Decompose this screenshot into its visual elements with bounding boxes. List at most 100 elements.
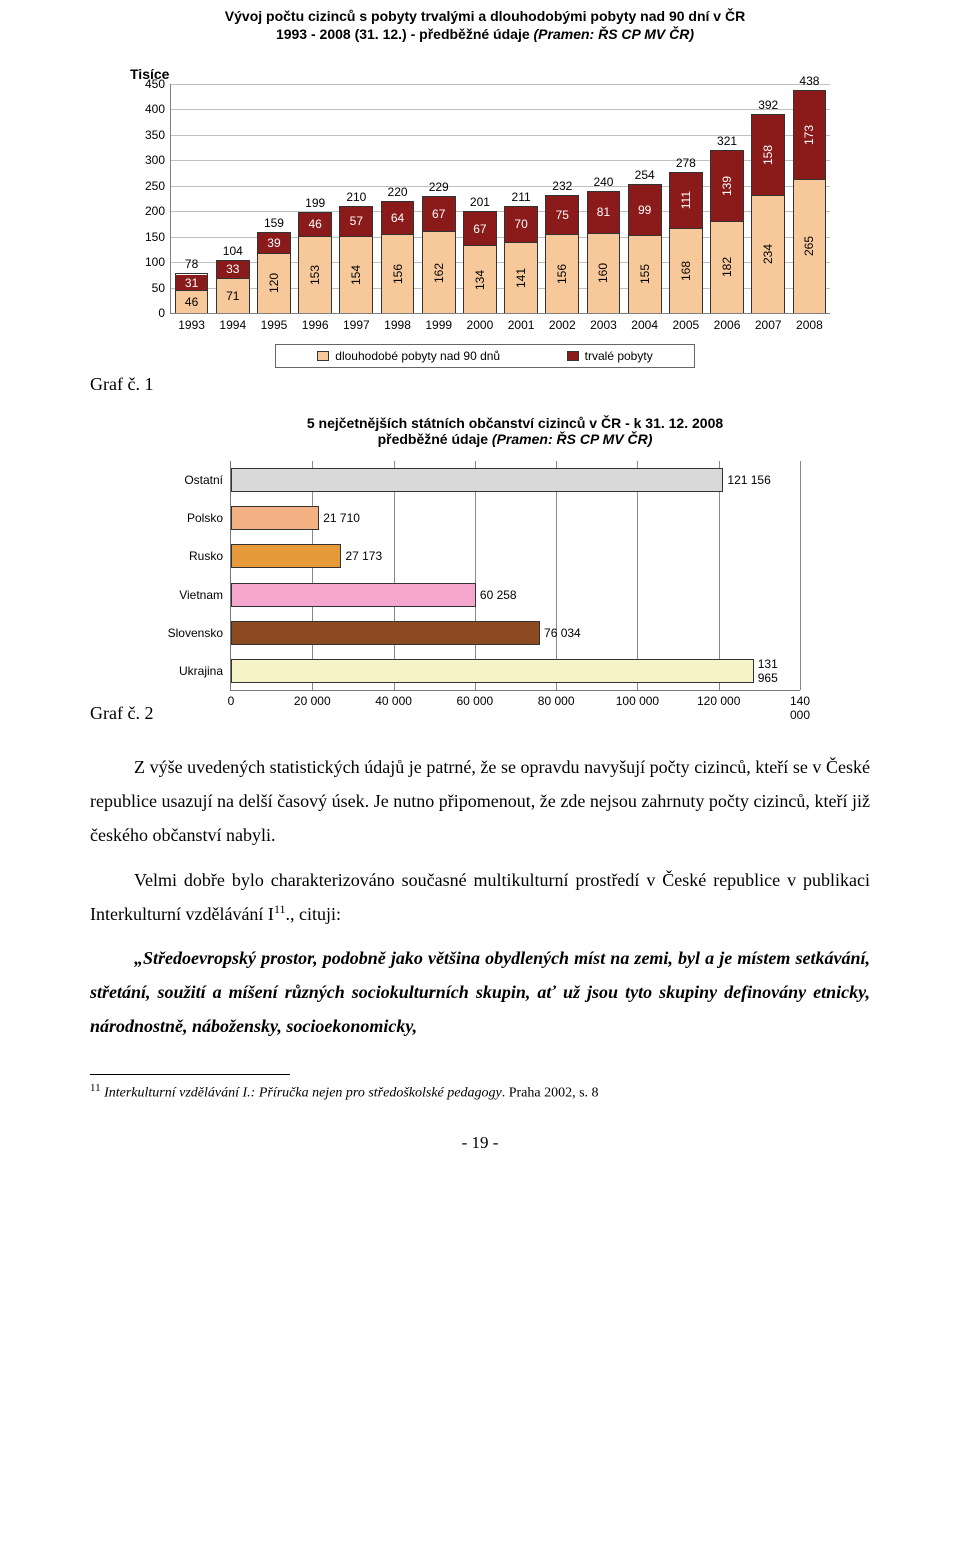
chart1-total-label: 438 xyxy=(789,74,830,90)
chart1-bar-1995: 159120391995 xyxy=(253,84,294,313)
chart1-trvale-value: 173 xyxy=(802,125,816,145)
chart2-value-label: 76 034 xyxy=(540,626,581,640)
chart1-xtick: 2000 xyxy=(459,313,500,332)
legend-item-trvale: trvalé pobyty xyxy=(567,349,653,363)
chart1-xtick: 2004 xyxy=(624,313,665,332)
chart1-trvale-value: 31 xyxy=(185,276,198,290)
chart1-total-label: 159 xyxy=(253,216,294,232)
chart2-value-label: 121 156 xyxy=(723,473,770,487)
quote-paragraph: „Středoevropský prostor, podobně jako vě… xyxy=(90,941,870,1044)
chart1-dlouho-value: 134 xyxy=(473,270,487,290)
chart1-subtitle: 1993 - 2008 (31. 12.) - předběžné údaje … xyxy=(140,26,830,42)
chart2-bar-ostatní: 121 156 xyxy=(231,468,800,492)
chart1-xtick: 2006 xyxy=(706,313,747,332)
chart2-category-vietnam: Vietnam xyxy=(179,588,231,602)
chart2-xtick: 0 xyxy=(228,690,235,708)
chart1-total-label: 229 xyxy=(418,180,459,196)
chart1-trvale-value: 70 xyxy=(514,217,527,231)
chart2-xtick: 60 000 xyxy=(456,690,493,708)
chart1-dlouho-value: 155 xyxy=(638,264,652,284)
chart1-legend: dlouhodobé pobyty nad 90 dnů trvalé pobyt… xyxy=(275,344,695,368)
chart1-trvale-value: 46 xyxy=(308,217,321,231)
chart1-xtick: 1996 xyxy=(295,313,336,332)
chart1-xtick: 1999 xyxy=(418,313,459,332)
chart1-dlouho-value: 182 xyxy=(720,257,734,277)
chart1-bar-2008: 4382651732008 xyxy=(789,84,830,313)
chart1-trvale-value: 64 xyxy=(391,211,404,225)
chart1-total-label: 104 xyxy=(212,244,253,260)
chart1-bar-2001: 211141702001 xyxy=(501,84,542,313)
chart2-value-label: 27 173 xyxy=(341,549,382,563)
chart1-trvale-value: 75 xyxy=(556,208,569,222)
paragraph-2: Velmi dobře bylo charakterizováno součas… xyxy=(90,863,870,931)
chart1-ytick: 200 xyxy=(145,204,171,218)
chart1-total-label: 240 xyxy=(583,175,624,191)
chart-1-stacked-bar: Vývoj počtu cizinců s pobyty trvalými a … xyxy=(90,0,870,368)
chart1-dlouho-value: 153 xyxy=(308,265,322,285)
chart1-xtick: 2001 xyxy=(501,313,542,332)
chart1-dlouho-value: 168 xyxy=(679,261,693,281)
chart1-bar-2004: 254155992004 xyxy=(624,84,665,313)
chart1-ytick: 300 xyxy=(145,153,171,167)
chart1-total-label: 78 xyxy=(171,257,212,273)
chart1-xtick: 2007 xyxy=(748,313,789,332)
chart1-xtick: 1995 xyxy=(253,313,294,332)
chart1-xtick: 2005 xyxy=(665,313,706,332)
chart2-value-label: 131 965 xyxy=(754,657,800,685)
chart1-bar-1997: 210154571997 xyxy=(336,84,377,313)
chart1-bar-2005: 2781681112005 xyxy=(665,84,706,313)
chart2-bar-ukrajina: 131 965 xyxy=(231,659,800,683)
chart2-value-label: 60 258 xyxy=(476,588,517,602)
chart2-value-label: 21 710 xyxy=(319,511,360,525)
chart2-xtick: 120 000 xyxy=(697,690,740,708)
chart1-ytick: 0 xyxy=(158,306,171,320)
chart1-bar-2000: 201134672000 xyxy=(459,84,500,313)
chart1-total-label: 232 xyxy=(542,179,583,195)
chart1-dlouho-value: 154 xyxy=(349,265,363,285)
chart1-bar-1994: 10471331994 xyxy=(212,84,253,313)
chart2-title: 5 nejčetnějších státních občanství cizin… xyxy=(230,415,800,431)
chart1-ytick: 50 xyxy=(152,281,171,295)
chart1-ytick: 400 xyxy=(145,102,171,116)
chart1-dlouho-value: 141 xyxy=(514,268,528,288)
chart1-trvale-value: 111 xyxy=(679,191,693,209)
chart2-subtitle: předběžné údaje (Pramen: ŘS CP MV ČR) xyxy=(230,431,800,447)
chart1-xtick: 1997 xyxy=(336,313,377,332)
chart1-xtick: 1998 xyxy=(377,313,418,332)
page-number: - 19 - xyxy=(90,1133,870,1153)
chart1-ytick: 250 xyxy=(145,179,171,193)
chart1-trvale-value: 158 xyxy=(761,145,775,165)
chart1-total-label: 199 xyxy=(295,196,336,212)
chart2-category-ostatní: Ostatní xyxy=(184,473,231,487)
chart1-bar-1999: 229162671999 xyxy=(418,84,459,313)
legend-item-dlouho: dlouhodobé pobyty nad 90 dnů xyxy=(317,349,500,363)
chart1-trvale-value: 57 xyxy=(350,214,363,228)
chart1-dlouho-value: 156 xyxy=(555,264,569,284)
chart1-total-label: 220 xyxy=(377,185,418,201)
chart2-category-polsko: Polsko xyxy=(187,511,231,525)
chart2-bar-rusko: 27 173 xyxy=(231,544,800,568)
chart1-total-label: 278 xyxy=(665,156,706,172)
chart1-bar-2007: 3922341582007 xyxy=(748,84,789,313)
chart1-total-label: 392 xyxy=(748,98,789,114)
chart1-total-label: 321 xyxy=(706,134,747,150)
chart1-bar-1996: 199153461996 xyxy=(295,84,336,313)
chart1-trvale-value: 67 xyxy=(473,222,486,236)
chart1-dlouho-value: 156 xyxy=(391,264,405,284)
chart1-bar-2002: 232156752002 xyxy=(542,84,583,313)
body-text: Z výše uvedených statistických údajů je … xyxy=(90,750,870,1044)
chart1-dlouho-value: 160 xyxy=(596,263,610,283)
chart1-total-label: 211 xyxy=(501,190,542,206)
chart1-dlouho-value: 265 xyxy=(802,236,816,256)
chart2-bar-vietnam: 60 258 xyxy=(231,583,800,607)
chart1-trvale-value: 33 xyxy=(226,262,239,276)
chart1-xtick: 1993 xyxy=(171,313,212,332)
paragraph-1: Z výše uvedených statistických údajů je … xyxy=(90,750,870,853)
chart2-xtick: 40 000 xyxy=(375,690,412,708)
chart1-dlouho-value: 71 xyxy=(226,289,239,303)
chart-2-horizontal-bar: 5 nejčetnějších státních občanství cizin… xyxy=(90,415,870,691)
chart1-xtick: 2002 xyxy=(542,313,583,332)
chart1-dlouho-value: 234 xyxy=(761,244,775,264)
chart2-category-rusko: Rusko xyxy=(189,549,231,563)
chart2-xtick: 80 000 xyxy=(538,690,575,708)
